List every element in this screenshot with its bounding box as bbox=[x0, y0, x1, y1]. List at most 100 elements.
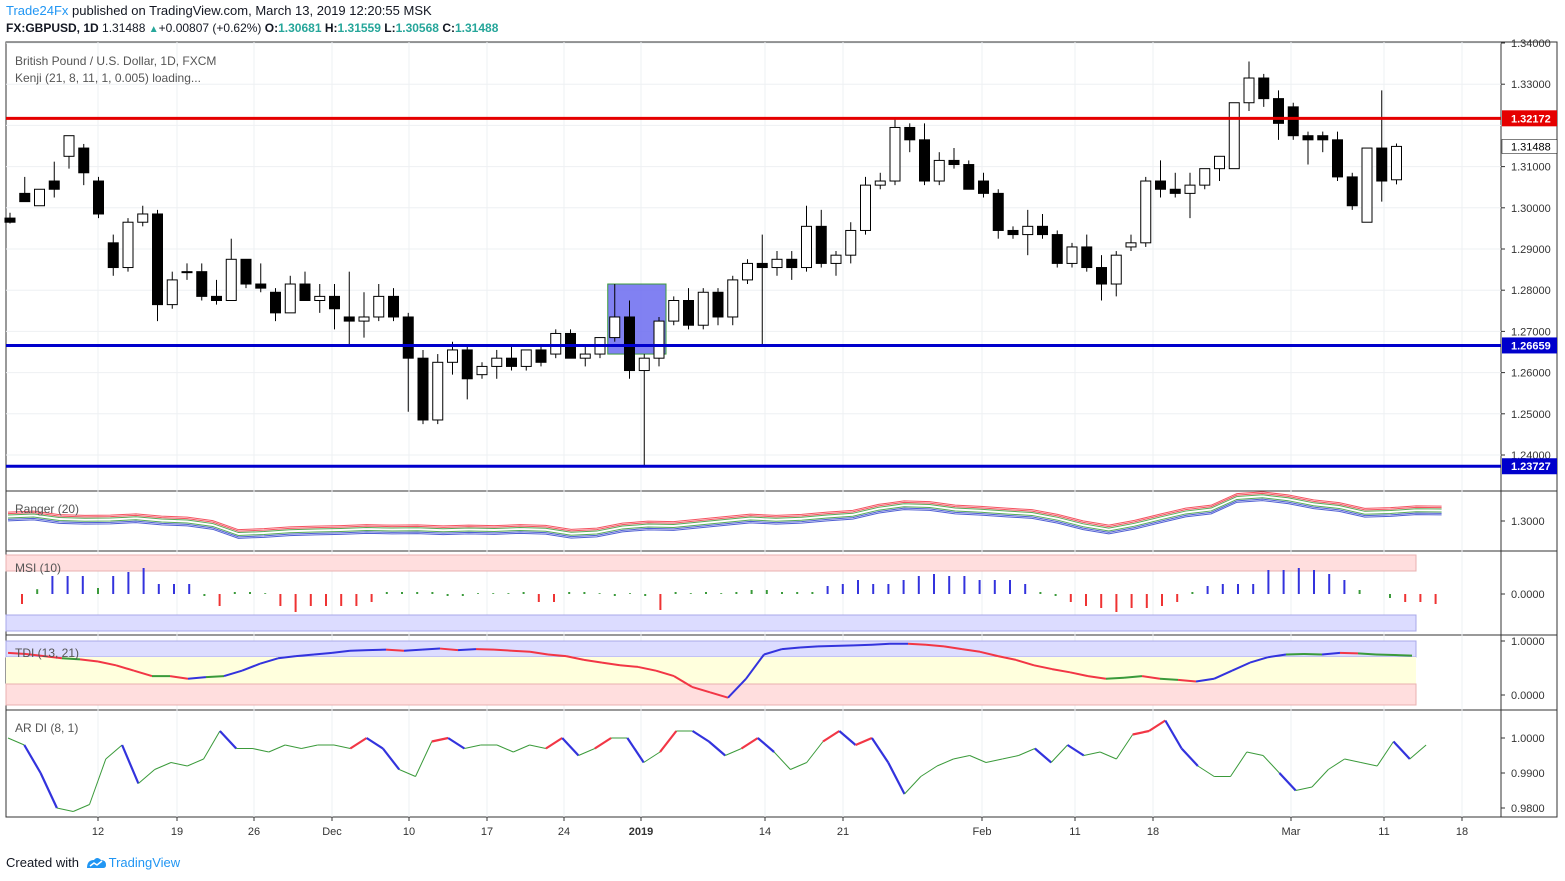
ardi-line-segment bbox=[969, 755, 987, 763]
price-change: +0.00807 (+0.62%) bbox=[158, 21, 262, 35]
ardi-line-segment bbox=[382, 747, 401, 771]
price-axis-label-bg bbox=[1502, 458, 1557, 475]
ardi-line-segment bbox=[415, 741, 433, 777]
ardi-line-segment bbox=[870, 737, 890, 764]
tdi-line-segment bbox=[1321, 651, 1341, 656]
tdi-line-segment bbox=[1375, 653, 1395, 657]
candle-body bbox=[152, 213, 163, 306]
candle-body bbox=[1361, 147, 1373, 223]
candle bbox=[1376, 90, 1388, 202]
ardi-line-segment bbox=[1295, 786, 1313, 791]
candle-body bbox=[1096, 267, 1107, 285]
candle bbox=[638, 354, 650, 466]
time-axis-label: 11 bbox=[1378, 826, 1389, 838]
candle-body bbox=[1051, 234, 1063, 264]
tdi-line-segment bbox=[1339, 651, 1359, 655]
candle bbox=[1125, 234, 1137, 252]
price-axis-tick-label: 1.26000 bbox=[1511, 368, 1551, 380]
ardi-line-segment bbox=[773, 751, 791, 770]
candle-body bbox=[771, 258, 783, 269]
ardi-line-segment bbox=[790, 762, 807, 770]
candle-body bbox=[196, 271, 208, 297]
candle-body bbox=[476, 365, 488, 376]
candle bbox=[358, 292, 370, 338]
tdi-line-segment bbox=[835, 644, 855, 647]
candle bbox=[1169, 172, 1181, 198]
time-axis-label: 26 bbox=[248, 826, 260, 838]
ardi-line-segment bbox=[725, 748, 742, 756]
tdi-line-segment bbox=[349, 649, 369, 652]
candle-body bbox=[712, 291, 724, 318]
tdi-line-segment bbox=[115, 664, 135, 672]
tdi-lower-zone bbox=[5, 683, 1417, 706]
published-text: published on TradingView.com, March 13, … bbox=[68, 3, 432, 18]
tdi-line-segment bbox=[259, 657, 279, 665]
author-link[interactable]: Trade24Fx bbox=[6, 3, 69, 18]
candle-body bbox=[447, 349, 458, 363]
candle-body bbox=[786, 258, 798, 269]
tdi-line-segment bbox=[169, 675, 189, 680]
candle bbox=[815, 209, 827, 268]
candle-body bbox=[181, 271, 193, 274]
candle bbox=[4, 212, 16, 224]
tdi-line-segment bbox=[781, 646, 801, 651]
candle bbox=[1051, 230, 1063, 268]
ardi-line-segment bbox=[73, 804, 90, 812]
ardi-line-segment bbox=[284, 744, 302, 749]
time-axis-label: 18 bbox=[1456, 826, 1468, 838]
ardi-line-segment bbox=[56, 807, 74, 812]
ardi-line-segment bbox=[855, 736, 873, 747]
candle-body bbox=[343, 316, 355, 322]
time-axis-label: 21 bbox=[837, 826, 849, 838]
ardi-line-segment bbox=[920, 765, 938, 777]
ardi-line-segment bbox=[154, 762, 172, 770]
tdi-line-segment bbox=[313, 651, 333, 656]
symbol-label[interactable]: FX:GBPUSD, 1D bbox=[6, 21, 99, 35]
candle bbox=[1346, 172, 1358, 210]
candle bbox=[166, 271, 178, 309]
candle bbox=[1332, 131, 1343, 182]
candle-body bbox=[830, 254, 842, 264]
ardi-line-segment bbox=[170, 762, 188, 767]
tdi-line-segment bbox=[1195, 677, 1215, 683]
candle bbox=[34, 188, 45, 207]
ardi-line-segment bbox=[219, 730, 238, 750]
candle bbox=[196, 263, 208, 301]
ardi-line-segment bbox=[1034, 747, 1052, 764]
ardi-line-segment bbox=[464, 744, 481, 749]
candle bbox=[948, 148, 960, 169]
ardi-line-segment bbox=[708, 740, 726, 757]
tdi-line-segment bbox=[979, 650, 999, 658]
ardi-line-segment bbox=[1180, 747, 1199, 767]
ardi-line-segment bbox=[333, 744, 351, 749]
tdi-line-segment bbox=[295, 653, 315, 658]
candle bbox=[461, 345, 473, 400]
tdi-line-segment bbox=[367, 648, 387, 652]
candle bbox=[373, 284, 385, 322]
candle bbox=[727, 275, 739, 326]
tdi-line-segment bbox=[1159, 677, 1179, 681]
candle-body bbox=[742, 262, 753, 281]
tdi-line-segment bbox=[1393, 654, 1413, 657]
ardi-line-segment bbox=[1392, 740, 1411, 760]
ardi-line-segment bbox=[1344, 758, 1362, 763]
tdi-line-segment bbox=[547, 653, 567, 658]
price-axis-label: 1.23727 bbox=[1511, 461, 1551, 473]
candle bbox=[1317, 131, 1329, 153]
candle-body bbox=[638, 357, 650, 372]
ardi-line-segment bbox=[105, 744, 123, 760]
candle-body bbox=[166, 279, 178, 306]
tdi-line-segment bbox=[1267, 653, 1287, 659]
tdi-line-segment bbox=[277, 655, 297, 660]
ardi-line-segment bbox=[985, 758, 1003, 763]
ardi-line-segment bbox=[838, 730, 857, 746]
ardi-line-segment bbox=[1083, 751, 1101, 756]
candle-body bbox=[919, 139, 930, 182]
tdi-title: TDI (13, 21) bbox=[15, 646, 79, 660]
price-axis-tick-label: 1.27000 bbox=[1511, 326, 1551, 338]
tradingview-brand[interactable]: TradingView bbox=[108, 855, 181, 870]
time-axis-label: 12 bbox=[92, 826, 104, 838]
candle bbox=[830, 251, 842, 276]
price-axis-tick-label: 1.25000 bbox=[1511, 409, 1551, 421]
